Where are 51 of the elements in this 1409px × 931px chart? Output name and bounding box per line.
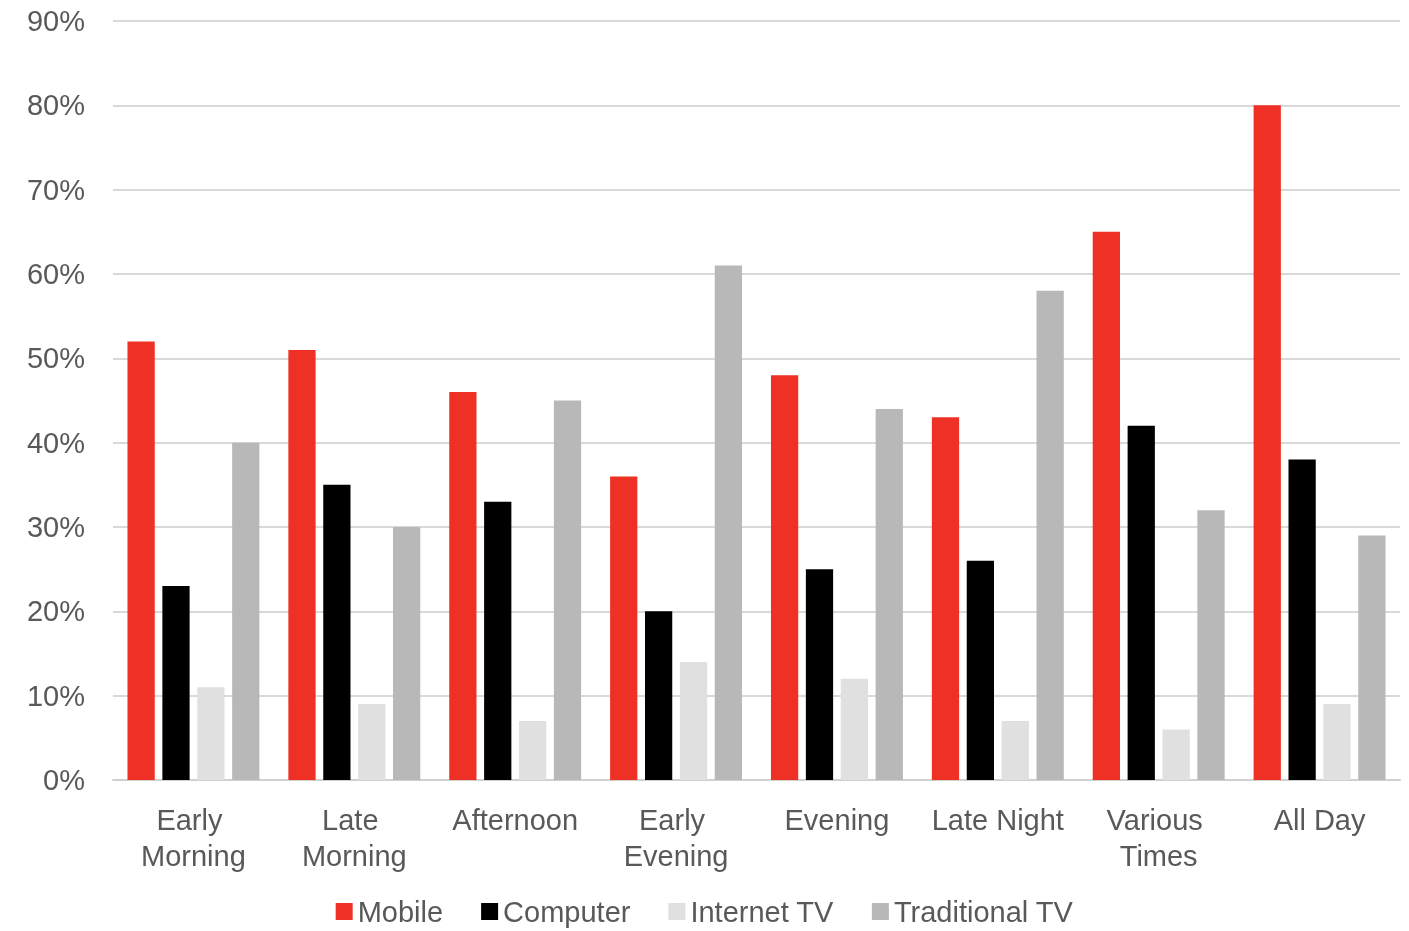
bar: [449, 392, 477, 780]
x-tick-label: Late Morning: [301, 804, 407, 872]
legend-label: Mobile: [357, 895, 444, 928]
legend-label: Computer: [503, 895, 631, 928]
legend-label: Internet TV: [690, 895, 835, 928]
y-tick-label: 60%: [26, 258, 85, 290]
x-tick-label: All Day: [1273, 804, 1366, 836]
bar: [1036, 290, 1064, 780]
bar: [358, 704, 386, 780]
bar: [1288, 459, 1316, 780]
x-tick-label: Late Night: [931, 804, 1064, 836]
x-tick-label: Various Times: [1106, 804, 1211, 872]
bar: [519, 720, 547, 780]
y-tick-label: 90%: [26, 5, 85, 37]
y-tick-label: 10%: [26, 679, 85, 712]
y-tick-label: 80%: [26, 89, 85, 122]
bar: [805, 569, 834, 780]
bar: [393, 527, 421, 780]
bar: [323, 484, 351, 780]
bar: [1358, 535, 1386, 780]
bar: [644, 611, 673, 780]
bar: [1323, 704, 1351, 780]
bar: [770, 375, 799, 780]
x-tick-label: Evening: [784, 804, 890, 836]
bar: [1001, 720, 1029, 780]
x-tick-label: Early Morning: [141, 804, 246, 872]
legend-label: Traditional TV: [893, 895, 1074, 928]
bar: [232, 442, 260, 780]
bar: [610, 476, 638, 780]
bar: [1162, 729, 1190, 780]
y-tick-label: 20%: [26, 595, 85, 628]
y-tick-label: 40%: [26, 426, 85, 459]
bar: [931, 417, 960, 780]
x-tick-label: Early Evening: [623, 804, 729, 872]
y-tick-label: 70%: [26, 173, 85, 206]
bar: [966, 560, 994, 780]
bar: [127, 341, 155, 780]
bar: [1197, 510, 1225, 780]
x-tick-label: Afternoon: [452, 804, 579, 836]
bar: [288, 349, 316, 780]
bar: [875, 408, 903, 780]
bar: [1127, 425, 1155, 780]
bar: [1253, 105, 1281, 780]
y-tick-label: 0%: [43, 764, 85, 796]
bar: [714, 265, 743, 780]
bar: [162, 586, 190, 780]
bar: [1092, 231, 1120, 780]
bar: [553, 400, 582, 780]
y-tick-label: 50%: [26, 342, 85, 375]
y-tick-label: 30%: [26, 511, 85, 543]
bar: [484, 501, 512, 780]
